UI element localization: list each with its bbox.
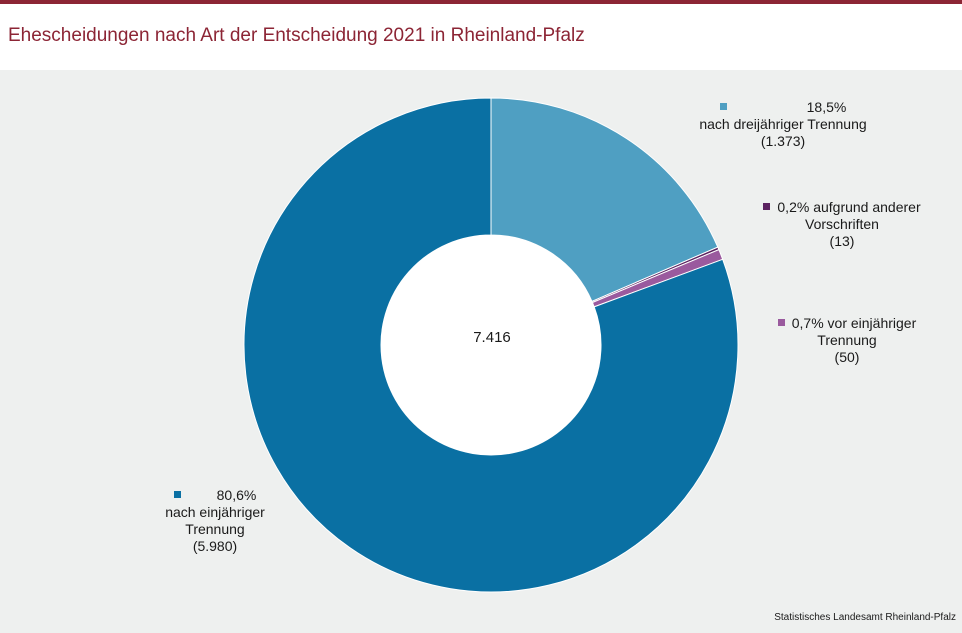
label-category: nach einjähriger [165,504,265,520]
top-rule [0,0,962,4]
label-percent: 0,7% vor einjähriger [791,315,917,331]
label-percent: 0,2% aufgrund anderer [777,199,921,215]
chart-title: Ehescheidungen nach Art der Entscheidung… [8,25,585,46]
legend-swatch-dreijaehrige [719,103,727,110]
label-percent: 80,6% [216,487,257,503]
donut-hole [381,235,601,455]
label-category: nach dreijähriger Trennung [699,116,867,132]
label-category-2: Trennung [185,521,245,537]
source-note: Statistisches Landesamt Rheinland-Pfalz [774,612,956,623]
label-dreijaehrige-trennung: 18,5% nach dreijähriger Trennung (1.373) [668,99,898,150]
label-count: (5.980) [192,538,238,554]
legend-swatch-einjaehrige [173,491,181,498]
label-einjaehriger: 80,6% nach einjähriger Trennung (5.980) [140,487,290,555]
label-vor-einjaehriger: 0,7% vor einjähriger Trennung (50) [752,315,942,366]
label-count: (50) [834,349,860,365]
label-count: (13) [829,233,855,249]
donut-total-label: 7.416 [473,329,511,346]
label-category: Trennung [817,332,877,348]
label-category: Vorschriften [805,216,879,232]
legend-swatch-vor [777,319,785,326]
label-count: (1.373) [760,133,806,149]
label-percent: 18,5% [806,99,847,115]
legend-swatch-andere [763,203,771,210]
label-andere-vorschriften: 0,2% aufgrund anderer Vorschriften (13) [742,199,942,250]
